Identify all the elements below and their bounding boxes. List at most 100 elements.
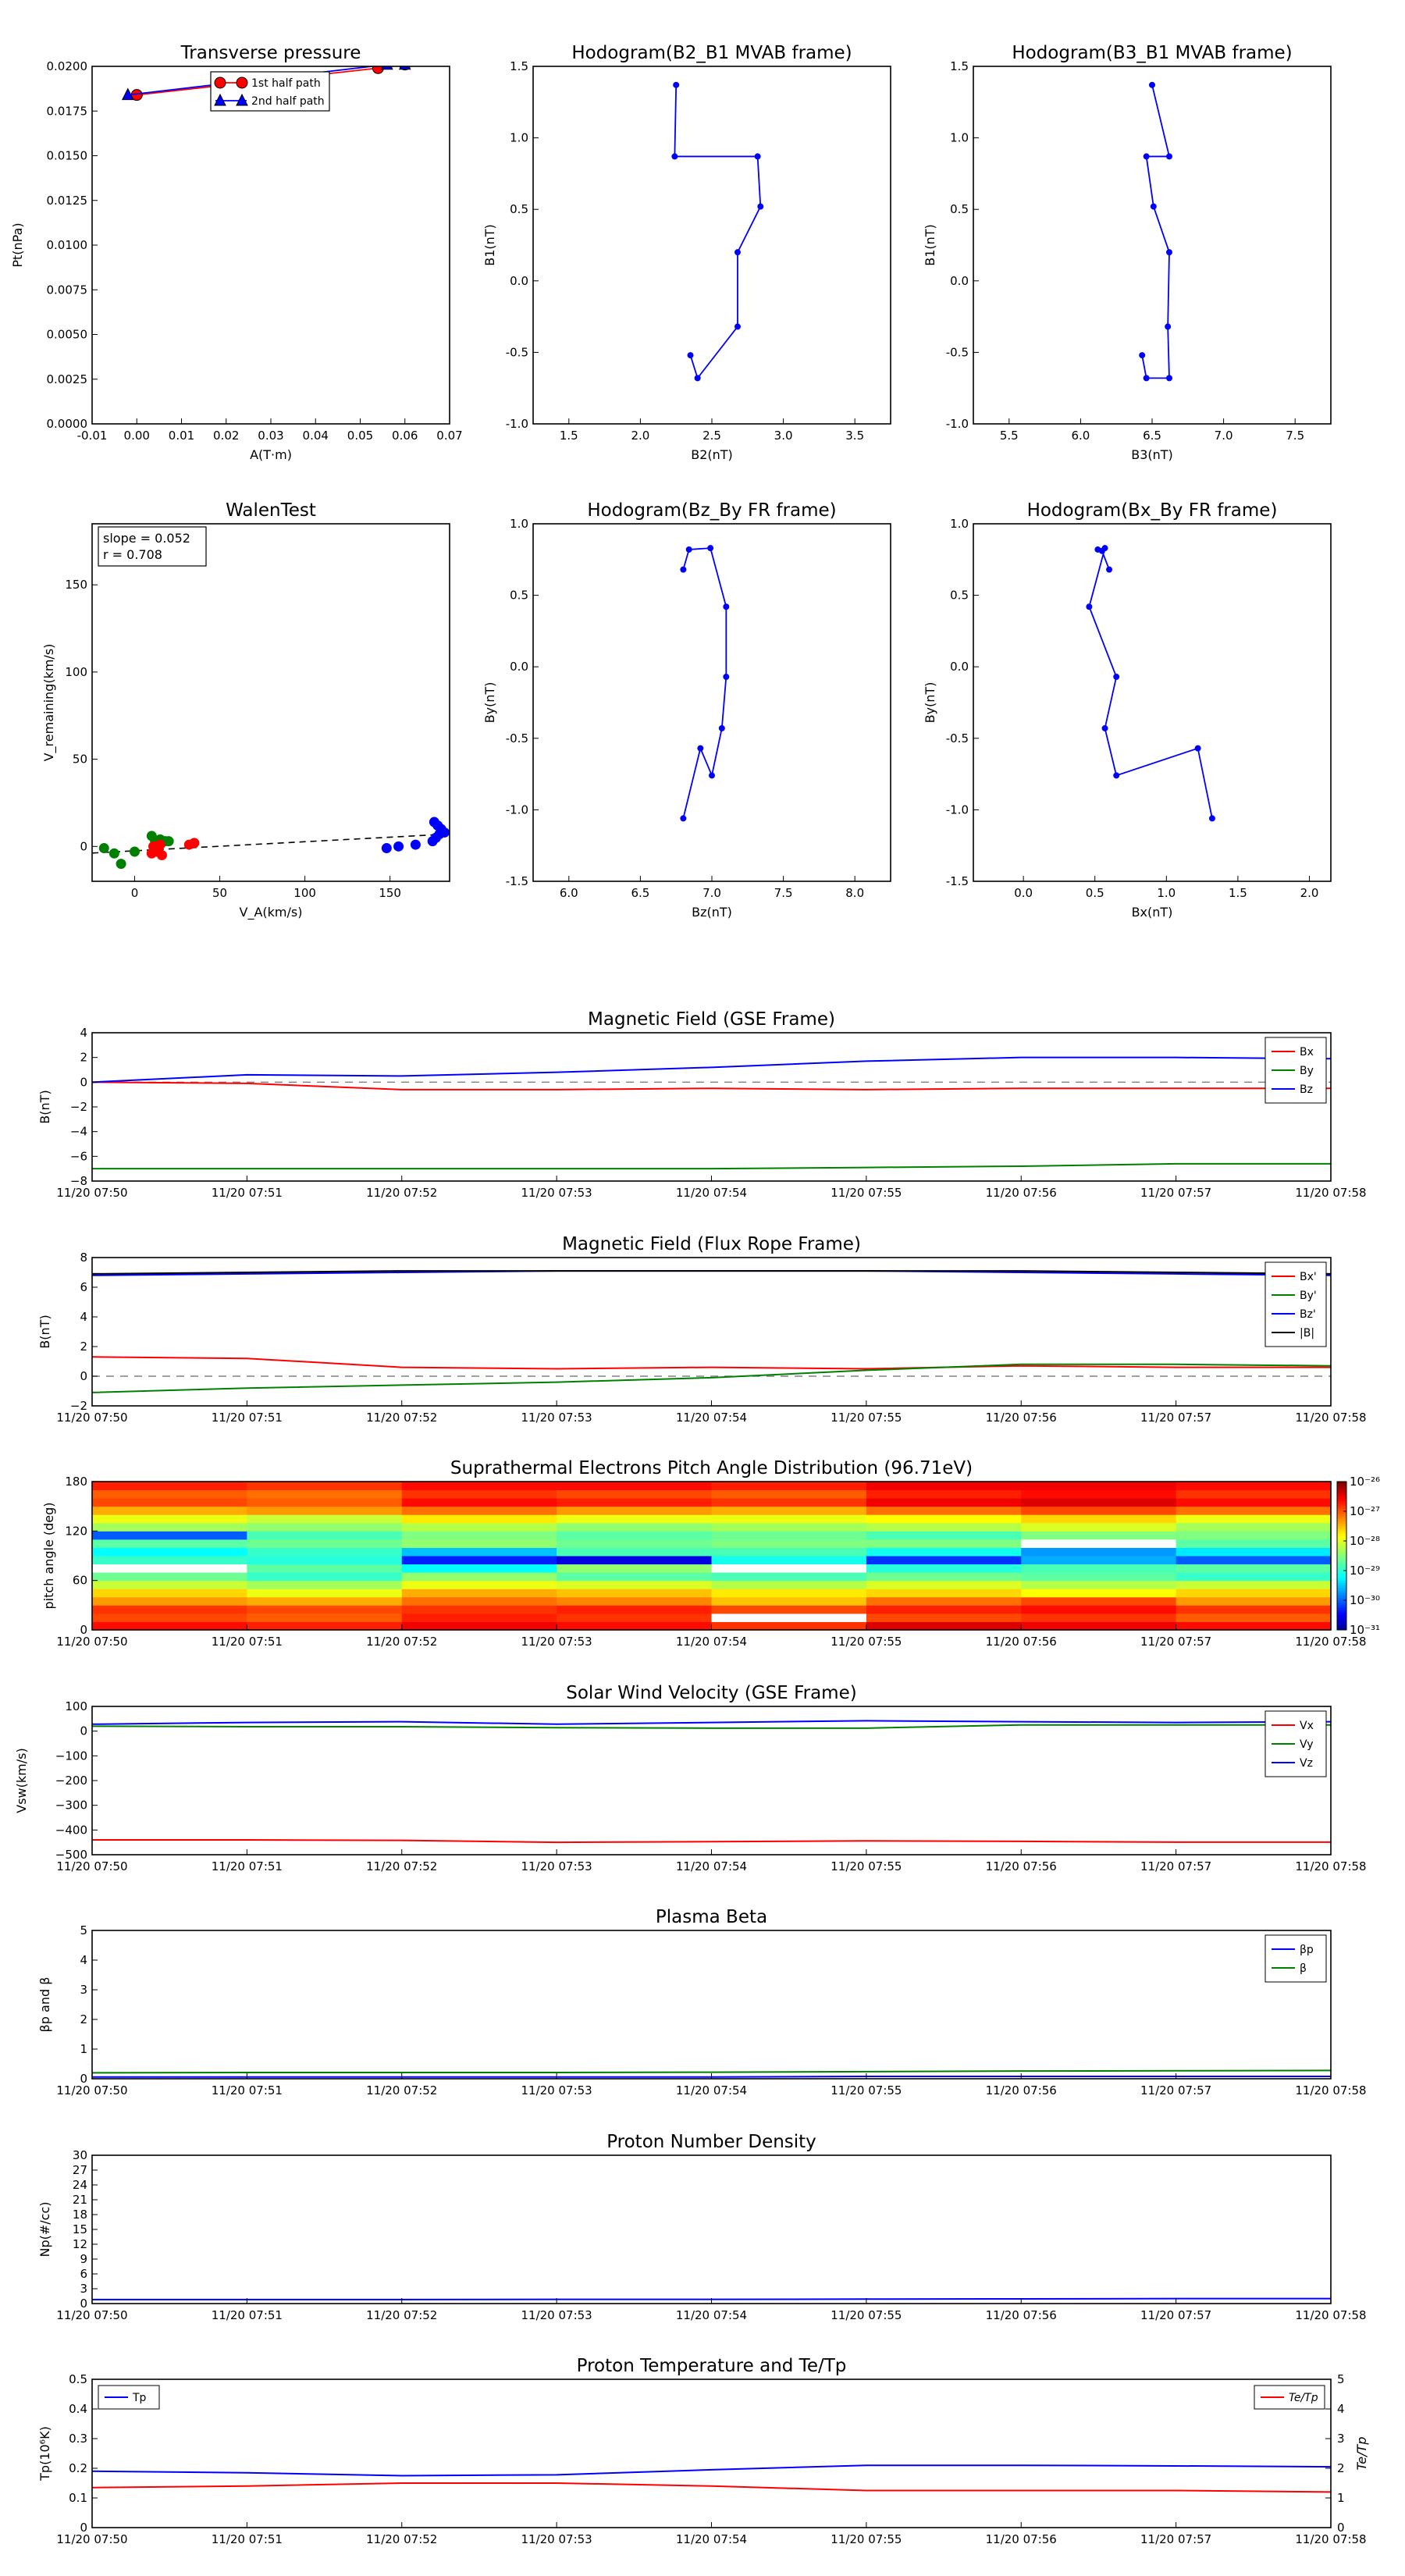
colorbar-segment	[1337, 1493, 1346, 1497]
y2-tick-label: 4	[1337, 2402, 1345, 2416]
time-tick-label: 11/20 07:54	[676, 2532, 747, 2546]
heatmap-cell	[557, 1621, 712, 1631]
y-axis-label: B(nT)	[37, 1315, 52, 1348]
colorbar-segment	[1337, 1511, 1346, 1514]
heatmap-cell	[866, 1596, 1022, 1606]
data-point	[723, 603, 730, 610]
heatmap-cell	[866, 1572, 1022, 1582]
plot-area	[680, 545, 730, 822]
y-tick-label: 21	[73, 2193, 87, 2207]
y-tick-label: 150	[65, 578, 87, 592]
chart-title: Hodogram(B3_B1 MVAB frame)	[1012, 43, 1292, 63]
heatmap-cell	[247, 1489, 403, 1499]
x-tick-label: 7.5	[1286, 429, 1304, 443]
heatmap-cell	[557, 1522, 712, 1532]
y-tick-label: -1.0	[506, 802, 528, 817]
y-tick-label: −100	[55, 1749, 87, 1763]
colorbar-segment	[1337, 1610, 1346, 1614]
heatmap-cell	[711, 1531, 867, 1540]
x-tick-label: 0.01	[169, 429, 194, 443]
scatter-point	[439, 827, 450, 838]
data-point	[694, 375, 701, 382]
y-axis-label: By(nT)	[923, 682, 937, 724]
x-tick-label: 1.5	[560, 429, 578, 443]
time-tick-label: 11/20 07:52	[366, 2308, 437, 2322]
data-point	[1165, 249, 1172, 256]
colorbar-segment	[1337, 1503, 1346, 1507]
time-tick-label: 11/20 07:53	[521, 2083, 592, 2097]
y-tick-label: −500	[55, 1848, 87, 1862]
time-tick-label: 11/20 07:54	[676, 1635, 747, 1649]
time-tick-label: 11/20 07:56	[986, 1635, 1057, 1649]
heatmap-cell	[711, 1489, 867, 1499]
legend-label: 2nd half path	[251, 95, 325, 108]
y-tick-label: -1.5	[946, 874, 969, 888]
data-point	[680, 815, 687, 822]
colorbar-segment	[1337, 1592, 1346, 1596]
y-tick-label: 0.5	[69, 2372, 87, 2386]
heatmap-cell	[557, 1613, 712, 1622]
heatmap-cell	[557, 1498, 712, 1507]
series-line-2	[91, 1720, 1332, 1725]
y-tick-label: 1.0	[510, 517, 528, 531]
chart-title: Suprathermal Electrons Pitch Angle Distr…	[450, 1458, 973, 1478]
heatmap-cell	[1176, 1498, 1332, 1507]
data-point	[673, 81, 680, 88]
x-tick-label: 6.0	[1071, 429, 1090, 443]
heatmap-cell	[92, 1547, 247, 1557]
data-point	[718, 724, 725, 731]
y-axis-label: By(nT)	[482, 682, 497, 724]
data-point	[1150, 203, 1157, 210]
time-tick-label: 11/20 07:58	[1295, 2532, 1366, 2546]
time-tick-label: 11/20 07:57	[1140, 2308, 1211, 2322]
colorbar-segment	[1337, 1506, 1346, 1510]
data-point	[1139, 352, 1146, 359]
colorbar-segment	[1337, 1486, 1346, 1489]
x-axis-label: B3(nT)	[1131, 447, 1173, 462]
legend-label: Tp	[132, 2392, 147, 2404]
y-tick-label: 12	[73, 2237, 87, 2251]
series-line-0	[674, 84, 762, 380]
data-point	[754, 153, 761, 160]
data-point	[1165, 323, 1172, 330]
data-point	[734, 249, 741, 256]
time-tick-label: 11/20 07:54	[676, 2083, 747, 2097]
x-axis-label: Bz(nT)	[692, 905, 732, 920]
y-tick-label: 8	[80, 1251, 87, 1265]
data-point-triangle	[121, 87, 134, 101]
colorbar-label: 10⁻²⁹	[1350, 1564, 1380, 1578]
heatmap-cell	[1176, 1531, 1332, 1540]
time-tick-label: 11/20 07:57	[1140, 1859, 1211, 1873]
heatmap-cell	[92, 1522, 247, 1532]
heatmap-cell	[1176, 1580, 1332, 1589]
chart-title: Solar Wind Velocity (GSE Frame)	[566, 1683, 856, 1703]
y2-tick-label: 1	[1337, 2491, 1345, 2505]
x-tick-label: 2.0	[1300, 886, 1319, 900]
heatmap-cell	[1176, 1605, 1332, 1614]
heatmap-cell	[1176, 1572, 1332, 1582]
plot-frame	[973, 66, 1332, 425]
y-tick-label: −400	[55, 1823, 87, 1837]
legend-left: Tp	[98, 2385, 160, 2410]
y-tick-label: 0.2	[69, 2461, 87, 2475]
heatmap-cell	[247, 1522, 403, 1532]
heatmap-cell	[401, 1489, 557, 1499]
heatmap-cell	[1176, 1514, 1332, 1524]
heatmap-cell	[711, 1547, 867, 1557]
heatmap-cell	[247, 1539, 403, 1548]
x-tick-label: 0.03	[258, 429, 283, 443]
y-tick-label: 180	[65, 1475, 87, 1489]
data-point	[1094, 546, 1101, 553]
heatmap-cell	[557, 1539, 712, 1548]
x-tick-label: 6.5	[1143, 429, 1161, 443]
legend-label: By'	[1300, 1290, 1317, 1302]
scatter-point	[98, 843, 109, 854]
legend-label: Bx	[1300, 1046, 1314, 1059]
colorbar-segment	[1337, 1538, 1346, 1542]
time-tick-label: 11/20 07:52	[366, 2532, 437, 2546]
x-tick-label: 1.0	[1157, 886, 1176, 900]
legend: Vx Vy Vz	[1264, 1710, 1327, 1777]
y2-tick-label: 3	[1337, 2432, 1345, 2446]
y-tick-label: 0.5	[510, 202, 528, 216]
